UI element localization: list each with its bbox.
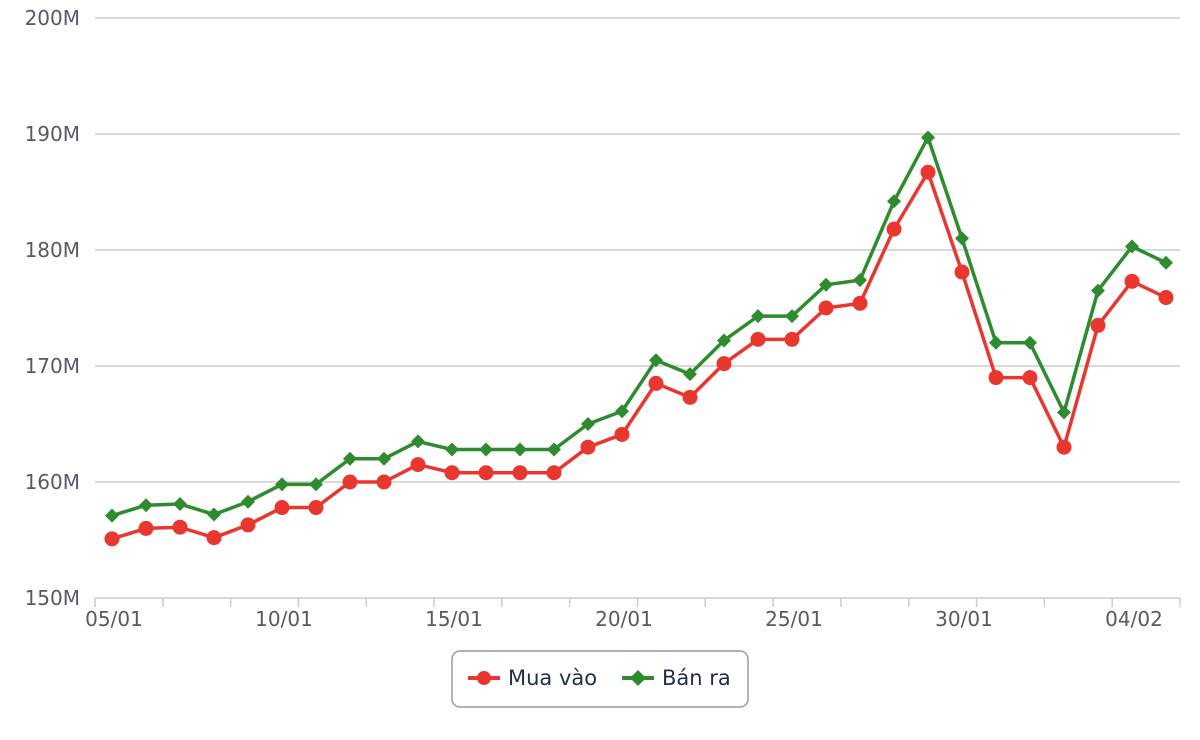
x-tick-label: 05/01 xyxy=(85,607,143,631)
data-point-diamond[interactable] xyxy=(989,335,1003,350)
data-point-diamond[interactable] xyxy=(649,353,663,368)
data-point-circle[interactable] xyxy=(1124,273,1140,289)
data-point-circle[interactable] xyxy=(1022,370,1038,386)
data-point-diamond[interactable] xyxy=(1023,335,1037,350)
data-point-diamond[interactable] xyxy=(615,404,629,419)
y-tick-label: 180M xyxy=(25,238,80,262)
series-lines xyxy=(104,130,1174,547)
data-point-circle[interactable] xyxy=(274,500,290,516)
data-point-diamond[interactable] xyxy=(309,477,323,492)
data-point-circle[interactable] xyxy=(716,356,732,372)
legend-item-mua-vao[interactable]: Mua vào xyxy=(468,666,597,690)
legend[interactable]: Mua vào Bán ra xyxy=(451,650,749,708)
data-point-circle[interactable] xyxy=(308,500,324,516)
data-point-diamond[interactable] xyxy=(479,442,493,457)
data-point-circle[interactable] xyxy=(988,370,1004,386)
data-point-circle[interactable] xyxy=(444,465,460,481)
data-point-circle[interactable] xyxy=(818,300,834,316)
data-point-circle[interactable] xyxy=(852,295,868,311)
data-point-diamond[interactable] xyxy=(751,309,765,324)
data-point-diamond[interactable] xyxy=(513,442,527,457)
y-tick-label: 160M xyxy=(25,470,80,494)
data-point-circle[interactable] xyxy=(376,474,392,490)
data-point-diamond[interactable] xyxy=(1125,239,1139,254)
data-point-circle[interactable] xyxy=(580,439,596,455)
data-point-diamond[interactable] xyxy=(717,333,731,348)
data-point-circle[interactable] xyxy=(206,530,222,546)
series-mua-vao xyxy=(104,164,1174,547)
y-axis: 150M 160M 170M 180M 190M 200M xyxy=(25,6,80,610)
legend-label-mua-vao: Mua vào xyxy=(508,666,597,690)
data-point-diamond[interactable] xyxy=(377,451,391,466)
data-point-circle[interactable] xyxy=(410,457,426,473)
x-tick-label: 20/01 xyxy=(595,607,653,631)
data-point-diamond[interactable] xyxy=(581,417,595,431)
data-point-diamond[interactable] xyxy=(1091,283,1105,298)
data-point-diamond[interactable] xyxy=(785,309,799,324)
series-line xyxy=(111,135,1167,518)
series-line xyxy=(111,170,1167,541)
data-point-circle[interactable] xyxy=(886,221,902,237)
data-point-circle[interactable] xyxy=(1158,290,1174,306)
y-tick-label: 170M xyxy=(25,354,80,378)
data-point-diamond[interactable] xyxy=(819,277,833,292)
data-point-circle[interactable] xyxy=(342,474,358,490)
data-point-diamond[interactable] xyxy=(547,442,561,457)
data-point-diamond[interactable] xyxy=(105,508,119,523)
data-point-circle[interactable] xyxy=(172,519,188,535)
data-point-diamond[interactable] xyxy=(445,442,459,457)
data-point-diamond[interactable] xyxy=(683,367,697,382)
data-point-circle[interactable] xyxy=(546,465,562,481)
x-axis: 05/01 10/01 15/01 20/01 25/01 30/01 04/02 xyxy=(85,597,1181,631)
y-tick-label: 150M xyxy=(25,586,80,610)
data-point-circle[interactable] xyxy=(750,331,766,347)
y-tick-label: 200M xyxy=(25,6,80,30)
data-point-diamond[interactable] xyxy=(275,477,289,492)
data-point-circle[interactable] xyxy=(614,426,630,442)
series-ban-ra xyxy=(105,130,1173,523)
data-point-diamond[interactable] xyxy=(853,273,867,288)
legend-label-ban-ra: Bán ra xyxy=(662,666,731,690)
data-point-diamond[interactable] xyxy=(241,494,255,509)
data-point-circle[interactable] xyxy=(954,264,970,280)
x-tick-label: 15/01 xyxy=(425,607,483,631)
data-point-diamond[interactable] xyxy=(1159,255,1173,270)
data-point-circle[interactable] xyxy=(682,389,698,405)
data-point-diamond[interactable] xyxy=(207,507,221,522)
y-tick-label: 190M xyxy=(25,122,80,146)
legend-box xyxy=(451,650,749,708)
x-tick-label: 04/02 xyxy=(1105,607,1163,631)
data-point-circle[interactable] xyxy=(784,331,800,347)
data-point-circle[interactable] xyxy=(478,465,494,481)
x-tick-label: 10/01 xyxy=(255,607,313,631)
data-point-diamond[interactable] xyxy=(411,434,425,449)
data-point-circle[interactable] xyxy=(512,465,528,481)
data-point-circle[interactable] xyxy=(138,520,154,536)
grid-lines xyxy=(95,17,1180,483)
data-point-diamond[interactable] xyxy=(921,130,935,145)
data-point-diamond[interactable] xyxy=(1057,405,1071,420)
legend-item-ban-ra[interactable]: Bán ra xyxy=(622,666,731,690)
data-point-circle[interactable] xyxy=(1056,439,1072,455)
data-point-diamond[interactable] xyxy=(173,497,187,512)
data-point-circle[interactable] xyxy=(920,164,936,180)
data-point-diamond[interactable] xyxy=(887,194,901,209)
x-tick-label: 25/01 xyxy=(765,607,823,631)
data-point-diamond[interactable] xyxy=(343,451,357,466)
data-point-circle[interactable] xyxy=(240,517,256,533)
data-point-circle[interactable] xyxy=(1090,317,1106,333)
data-point-circle[interactable] xyxy=(648,375,664,391)
data-point-circle[interactable] xyxy=(104,531,120,547)
legend-circle-marker xyxy=(477,671,491,685)
data-point-diamond[interactable] xyxy=(139,498,153,513)
legend-diamond-marker xyxy=(630,670,646,686)
data-point-diamond[interactable] xyxy=(955,231,969,246)
x-tick-label: 30/01 xyxy=(935,607,993,631)
